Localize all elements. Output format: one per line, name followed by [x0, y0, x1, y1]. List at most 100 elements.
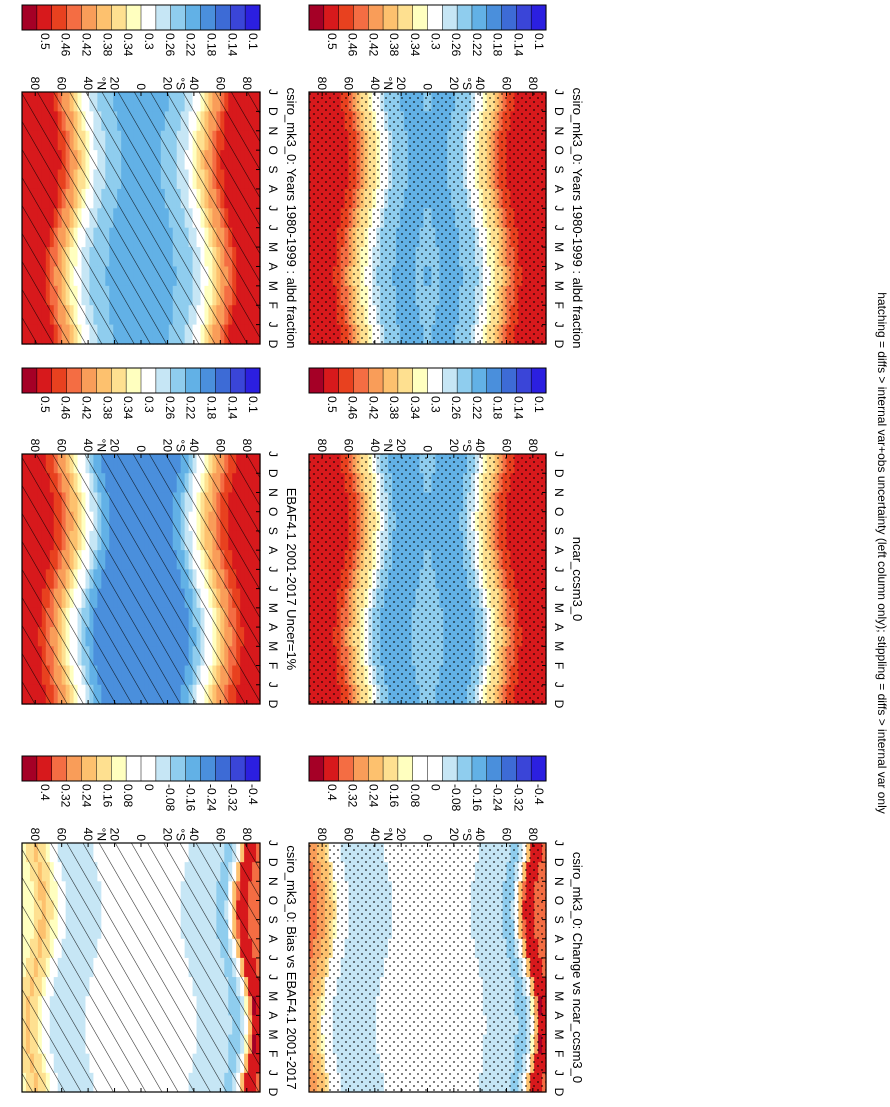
stippling-overlay — [309, 843, 546, 1092]
month-tick-label: S — [266, 527, 280, 535]
month-tick-label: N — [266, 877, 280, 886]
lat-tick-label: 20 — [447, 439, 461, 453]
month-tick-label: S — [266, 916, 280, 924]
lat-tick-label: 80 — [240, 439, 254, 453]
month-tick-label: O — [552, 507, 566, 516]
lat-tick-label: 80 — [240, 828, 254, 842]
month-tick-label: N — [266, 126, 280, 135]
lat-tick-label: 80 — [28, 439, 42, 453]
month-tick-label: A — [266, 623, 280, 631]
month-tick-label: M — [552, 242, 566, 252]
hatching-overlay — [22, 843, 260, 1092]
lat-tick-label: 60 — [342, 77, 356, 91]
lat-tick-label: 80 — [315, 77, 329, 91]
month-tick-label: N — [552, 488, 566, 497]
month-tick-label: J — [266, 586, 280, 592]
month-tick-label: J — [266, 682, 280, 688]
month-tick-label: D — [266, 700, 280, 709]
month-tick-label: J — [552, 586, 566, 592]
month-tick-label: M — [266, 603, 280, 613]
lat-unit-n: °N — [94, 439, 108, 452]
month-tick-label: J — [552, 322, 566, 328]
lat-unit-n: °N — [381, 77, 395, 90]
month-tick-label: D — [266, 469, 280, 478]
month-tick-label: D — [266, 858, 280, 867]
month-tick-label: D — [552, 469, 566, 478]
hatching-overlay — [22, 92, 260, 344]
lat-tick-label: 80 — [28, 828, 42, 842]
lat-tick-label: 20 — [160, 828, 174, 842]
lat-tick-label: 40 — [187, 828, 201, 842]
month-tick-label: J — [266, 566, 280, 572]
lat-tick-label: 40 — [187, 439, 201, 453]
month-tick-label: J — [552, 225, 566, 231]
month-tick-label: J — [552, 566, 566, 572]
lat-tick-label: 60 — [500, 439, 514, 453]
lat-unit-n: °N — [94, 77, 108, 90]
lat-tick-label: 20 — [108, 828, 122, 842]
lat-tick-label: 60 — [55, 828, 69, 842]
month-tick-label: J — [266, 840, 280, 846]
month-tick-label: J — [266, 322, 280, 328]
month-tick-label: A — [266, 185, 280, 193]
month-tick-label: M — [266, 242, 280, 252]
month-tick-label: D — [266, 107, 280, 116]
month-tick-label: A — [552, 546, 566, 554]
month-tick-label: A — [266, 1011, 280, 1019]
lat-tick-label: 20 — [108, 439, 122, 453]
lat-unit-n: °N — [94, 828, 108, 841]
lat-unit-s: °S — [174, 77, 188, 90]
lat-unit-s: °S — [174, 828, 188, 841]
lat-tick-label: 80 — [240, 77, 254, 91]
panel-title: csiro_mk3_0: Change vs ncar_ccsm3_0 — [570, 852, 585, 1083]
lat-tick-label: 60 — [213, 439, 227, 453]
month-tick-label: S — [552, 166, 566, 174]
lat-tick-label: 60 — [55, 77, 69, 91]
month-tick-label: A — [266, 546, 280, 554]
panel-comparison-model: ncar_ccsm3_080 60 40 20 0 20 40 60 80°N °SDJFMAMJ… — [308, 439, 585, 709]
lat-unit-n: °N — [381, 439, 395, 452]
month-tick-label: F — [552, 302, 566, 309]
month-tick-label: N — [266, 488, 280, 497]
lat-tick-label: 60 — [213, 77, 227, 91]
lat-tick-label: 0 — [134, 445, 148, 452]
month-tick-label: M — [266, 1030, 280, 1040]
stippling-overlay — [309, 92, 546, 344]
month-tick-label: O — [266, 507, 280, 516]
month-tick-label: J — [266, 451, 280, 457]
month-tick-label: D — [266, 340, 280, 349]
lat-tick-label: 40 — [368, 439, 382, 453]
lat-tick-label: 40 — [368, 77, 382, 91]
month-tick-label: M — [266, 641, 280, 651]
panel-title: EBAF4.1 2001-2017 Uncer=1% — [284, 488, 299, 671]
panel-change: csiro_mk3_0: Change vs ncar_ccsm3_080 60 4… — [308, 828, 585, 1097]
lat-tick-label: 20 — [394, 77, 408, 91]
lat-tick-label: 80 — [28, 77, 42, 91]
month-tick-label: J — [552, 89, 566, 95]
lat-tick-label: 60 — [55, 439, 69, 453]
month-tick-label: M — [552, 281, 566, 291]
panel-title: csiro_mk3_0: Years 1980-1999 : albd frac… — [284, 88, 299, 349]
panel-observations: EBAF4.1 2001-2017 Uncer=1%80 60 40 20 0 20 40 6… — [21, 439, 299, 709]
month-tick-label: J — [552, 451, 566, 457]
lat-tick-label: 0 — [134, 834, 148, 841]
month-tick-label: D — [552, 107, 566, 116]
month-tick-label: F — [266, 302, 280, 309]
month-tick-label: J — [266, 89, 280, 95]
lat-unit-s: °S — [174, 439, 188, 452]
lat-tick-label: 20 — [108, 77, 122, 91]
month-tick-label: S — [266, 166, 280, 174]
panel-model-climatology: csiro_mk3_0: Years 1980-1999 : albd frac… — [21, 77, 299, 349]
hatching-overlay — [22, 454, 260, 704]
month-tick-label: D — [266, 1088, 280, 1097]
lat-tick-label: 20 — [160, 439, 174, 453]
panel-bias: csiro_mk3_0: Bias vs EBAF4.1 2001-201780… — [21, 828, 299, 1097]
month-tick-label: J — [266, 1070, 280, 1076]
panel-model-climatology-stippled: csiro_mk3_0: Years 1980-1999 : albd frac… — [308, 77, 585, 349]
month-tick-label: J — [266, 225, 280, 231]
lat-tick-label: 60 — [342, 439, 356, 453]
lat-tick-label: 80 — [315, 439, 329, 453]
month-tick-label: D — [552, 340, 566, 349]
lat-tick-label: 40 — [187, 77, 201, 91]
